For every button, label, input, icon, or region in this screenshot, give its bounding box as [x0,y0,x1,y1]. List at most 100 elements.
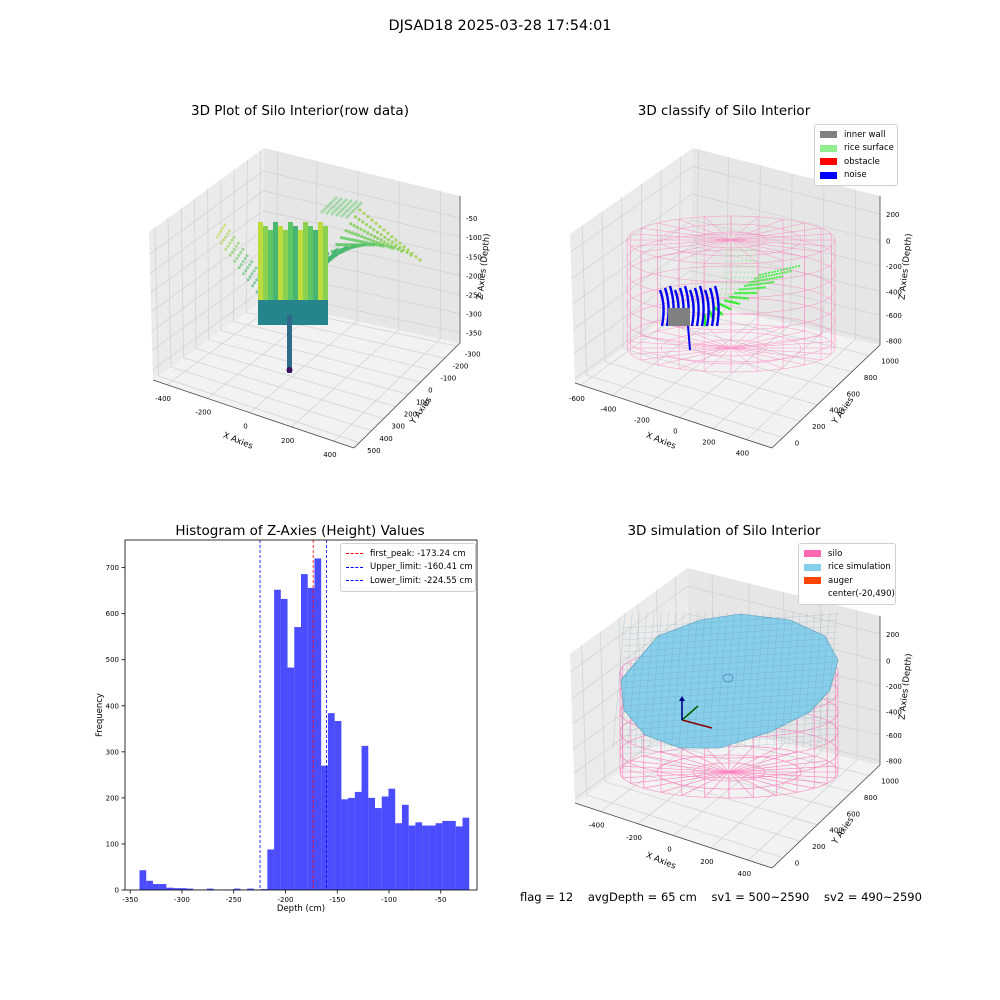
data-point [263,300,268,325]
data-point [372,228,376,232]
y-tick-label: 1000 [881,357,899,365]
rice-surface-point [770,281,773,284]
histogram-bar [375,808,382,890]
wire-spoke [630,347,732,355]
data-point [328,202,332,206]
rice-surface-point [727,271,730,274]
data-point [330,212,334,216]
rice-surface-point [778,275,781,279]
plot2-title: 3D classify of Silo Interior [637,103,811,119]
mesh-line [627,611,640,749]
data-point [230,250,234,254]
grid-line [149,190,264,274]
data-point [226,244,230,248]
grid-line [690,270,881,316]
grid-line [158,375,360,444]
histogram-bar [455,826,463,890]
rice-surface-point [775,276,779,279]
data-point [242,272,246,276]
x-tick-label: -200 [278,896,294,904]
data-point [283,230,288,325]
rice-surface-point [743,299,745,301]
wire-spoke [730,326,784,349]
status-bar: flag = 12 avgDepth = 65 cm sv1 = 500~259… [520,890,933,904]
data-point [246,278,250,282]
data-point [335,248,339,252]
noise-point [693,287,700,327]
mesh-line [621,631,839,647]
rice-surface-point [772,280,775,284]
data-point [414,255,418,259]
data-point [405,250,409,255]
rice-surface-point [750,276,753,279]
mesh-line [656,611,669,749]
rice-surface-point [757,286,761,290]
wire-spoke [728,751,798,773]
data-point [355,225,360,230]
mesh-line [758,611,772,749]
wire-spoke [728,771,815,789]
data-point [233,259,237,263]
grid-line [621,197,624,349]
histogram-bar [428,825,436,890]
z-tick-label: -100 [466,234,482,242]
grid-line [571,193,693,279]
mesh-line [621,625,839,641]
center-marker [722,673,734,683]
histogram-bar [354,791,362,890]
rice-surface-point [737,260,740,263]
histogram-bar [146,880,153,890]
data-point [308,300,313,325]
rice-surface-point [739,293,742,296]
wire-spoke [660,771,730,793]
legend-label: rice simulation [828,562,891,573]
wire-spoke [703,239,732,264]
rice-surface-point [767,281,771,284]
rice-surface-point [754,283,758,286]
wire-spoke [728,755,815,773]
histogram-bar [388,788,396,890]
grid-line [571,613,689,699]
y-tick-label: 100 [416,399,429,407]
data-point [221,226,225,230]
wire-spoke [728,760,828,773]
data-point [273,222,278,317]
mesh-line [621,727,839,743]
noise-point [658,289,665,327]
legend-swatch [804,577,821,585]
data-point [345,203,349,207]
wire-spoke [728,765,836,773]
mesh-line [621,709,839,725]
data-point [230,238,234,242]
data-point [358,208,362,212]
grid-line [170,366,372,432]
rice-surface-point [720,313,724,316]
data-point [250,260,254,264]
rice-surface-point [729,282,732,285]
grid-line [398,181,400,330]
data-point [339,236,344,240]
y-tick-label: 1000 [881,777,899,785]
data-point [359,227,363,231]
x-tick-label: -400 [155,395,171,403]
data-point [224,247,228,251]
mesh-line [642,611,655,749]
mesh-line [621,661,839,677]
y-tick-label: 200 [106,794,119,802]
mesh-line [634,611,648,749]
mesh-line [621,619,839,635]
grid-line [623,768,818,826]
data-point [239,263,243,267]
wire-spoke [728,746,754,773]
rice-surface-point [764,272,768,275]
wire-spoke [730,239,832,247]
histogram-bar [422,825,429,890]
data-point [350,204,354,208]
legend-item: rice surface [820,142,894,156]
mesh-line [788,611,801,749]
rice-surface-point [778,272,781,275]
data-point [357,203,361,207]
mesh-line [621,667,839,683]
data-point [375,240,379,244]
grid-line [194,198,197,349]
